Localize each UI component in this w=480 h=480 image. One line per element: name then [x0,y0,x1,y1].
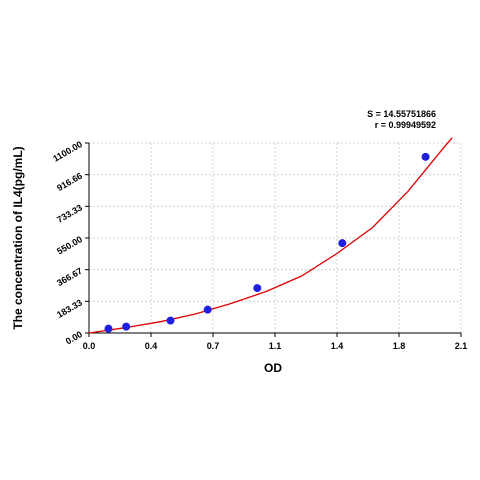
y-axis-title: The concentration of IL4(pg/mL) [11,146,25,329]
axes [85,142,462,337]
fit-curve [88,137,453,334]
x-tick-label: 0.0 [83,341,96,351]
stat-r-label: r = 0.99949592 [375,120,436,130]
data-point [104,324,113,333]
x-tick-label: 2.1 [455,341,468,351]
y-tick-label: 550.00 [55,234,84,256]
x-tick-label: 0.4 [145,341,158,351]
data-point [166,316,175,325]
grid-lines [88,142,462,334]
x-tick-label: 1.4 [331,341,344,351]
y-tick-label: 366.67 [55,266,84,288]
data-point [203,305,212,314]
y-tick-label: 183.33 [55,297,84,319]
data-point [338,239,347,248]
tick-labels-layer: 0.0 0.4 0.7 1.1 1.4 1.8 2.1 0.00 183.33 366.67 550… [51,139,467,351]
data-points-layer [104,152,430,333]
fit-curve-layer [88,137,453,334]
y-tick-label: 733.33 [55,202,84,224]
stat-s-label: S = 14.55751866 [367,109,436,119]
y-tick-label: 1100.00 [51,139,84,164]
data-point [253,284,262,293]
x-tick-label: 1.1 [269,341,282,351]
data-point [421,152,430,161]
x-axis-title: OD [264,361,282,375]
y-tick-label: 0.00 [64,329,84,346]
data-point [122,322,131,331]
y-tick-label: 916.66 [55,171,84,193]
x-tick-label: 0.7 [207,341,220,351]
x-tick-label: 1.8 [393,341,406,351]
